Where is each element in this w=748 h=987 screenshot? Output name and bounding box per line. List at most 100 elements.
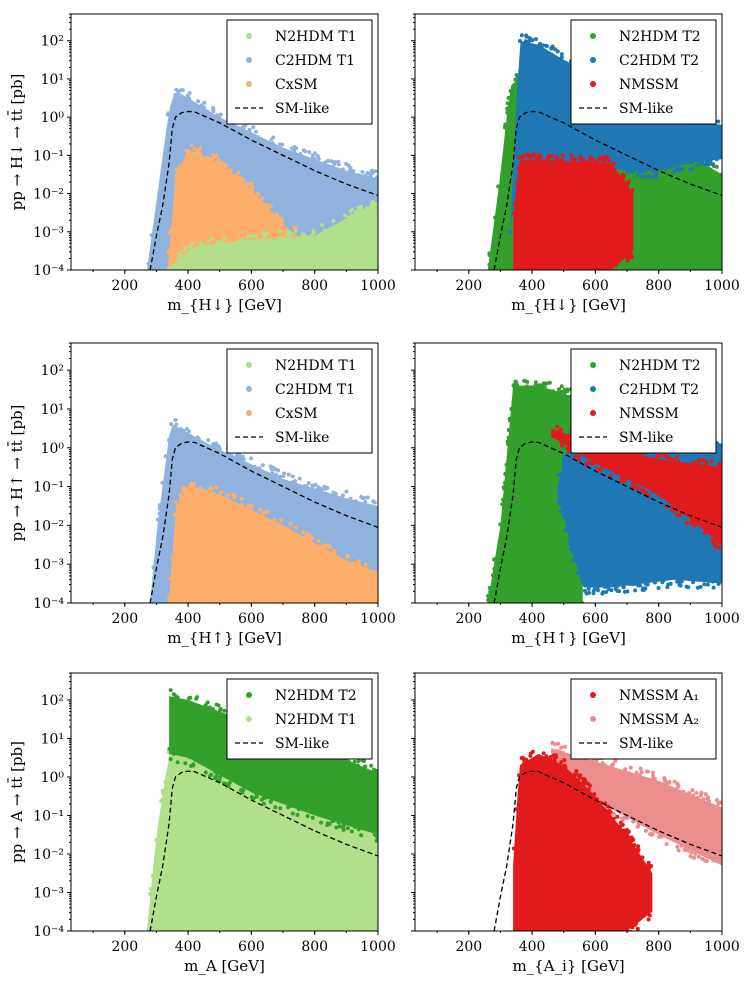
data-point — [240, 241, 245, 246]
data-point — [347, 927, 352, 931]
x-tick-label: 800 — [645, 278, 672, 294]
data-point — [168, 607, 172, 611]
data-point — [319, 603, 323, 607]
data-point — [652, 168, 657, 173]
data-point — [704, 159, 709, 164]
data-point — [702, 575, 707, 580]
data-point — [712, 154, 717, 159]
data-point — [595, 467, 600, 472]
data-point — [272, 218, 277, 223]
data-point — [700, 856, 705, 861]
data-point — [186, 429, 191, 434]
data-point — [302, 606, 306, 610]
data-point — [693, 851, 698, 856]
data-point — [682, 265, 687, 270]
data-point — [268, 934, 272, 938]
y-tick-label: 10⁻² — [33, 847, 64, 863]
data-point — [531, 152, 536, 157]
data-point — [524, 601, 529, 603]
data-point — [687, 466, 692, 471]
data-point — [331, 227, 336, 232]
data-point — [185, 595, 190, 600]
data-point — [214, 493, 219, 498]
data-point — [280, 235, 285, 240]
data-point — [530, 385, 535, 390]
data-point — [341, 928, 346, 931]
data-point — [625, 579, 630, 584]
data-point — [198, 604, 202, 608]
data-point — [504, 462, 509, 467]
series-cxsm — [167, 481, 378, 611]
data-point — [370, 170, 375, 175]
legend-marker — [246, 57, 252, 63]
data-point — [271, 465, 276, 470]
x-tick-label: 800 — [645, 939, 672, 955]
data-point — [349, 271, 353, 275]
data-point — [334, 605, 338, 609]
data-point — [619, 478, 624, 483]
data-point — [276, 274, 280, 278]
data-point — [328, 606, 332, 610]
data-point — [340, 596, 345, 601]
data-point — [624, 182, 629, 187]
data-point — [711, 261, 716, 266]
data-point — [175, 760, 180, 765]
data-point — [174, 500, 179, 505]
data-point — [248, 135, 253, 140]
data-point — [610, 931, 614, 935]
data-point — [678, 513, 683, 518]
data-point — [636, 478, 641, 483]
data-point — [568, 165, 572, 170]
data-point — [301, 606, 305, 610]
data-point — [232, 608, 236, 612]
data-point — [545, 272, 549, 276]
data-point — [183, 604, 187, 608]
data-point — [371, 499, 376, 504]
data-point — [253, 933, 257, 937]
data-point — [202, 262, 207, 267]
data-point — [219, 490, 224, 495]
data-point — [347, 596, 352, 601]
data-point — [175, 94, 180, 99]
data-point — [180, 930, 182, 931]
data-point — [369, 202, 374, 207]
data-point — [199, 242, 204, 247]
data-point — [691, 580, 696, 585]
data-point — [178, 164, 183, 169]
data-point — [489, 599, 494, 603]
data-point — [163, 454, 168, 459]
data-point — [269, 607, 273, 611]
data-point — [170, 603, 174, 607]
data-point — [567, 433, 572, 438]
data-point — [495, 272, 499, 276]
data-point — [202, 100, 207, 105]
data-point — [237, 178, 242, 183]
data-point — [290, 474, 295, 479]
data-point — [699, 161, 704, 166]
data-point — [328, 604, 332, 608]
data-point — [687, 577, 692, 582]
data-point — [623, 254, 628, 259]
data-point — [599, 806, 604, 811]
data-point — [630, 481, 635, 486]
data-point — [302, 273, 306, 277]
data-point — [556, 594, 561, 599]
data-point — [213, 595, 218, 600]
data-point — [322, 484, 327, 489]
data-point — [613, 931, 617, 935]
data-point — [556, 472, 561, 477]
data-point — [214, 485, 219, 490]
data-point — [525, 922, 530, 927]
data-point — [162, 595, 167, 600]
data-point — [361, 605, 365, 609]
data-point — [537, 42, 542, 47]
data-point — [601, 159, 606, 164]
data-point — [214, 274, 218, 278]
data-point — [174, 173, 179, 178]
data-point — [240, 605, 244, 609]
data-point — [320, 546, 325, 551]
data-point — [244, 240, 249, 245]
data-point — [353, 210, 358, 215]
data-point — [340, 272, 344, 276]
data-point — [569, 605, 573, 609]
